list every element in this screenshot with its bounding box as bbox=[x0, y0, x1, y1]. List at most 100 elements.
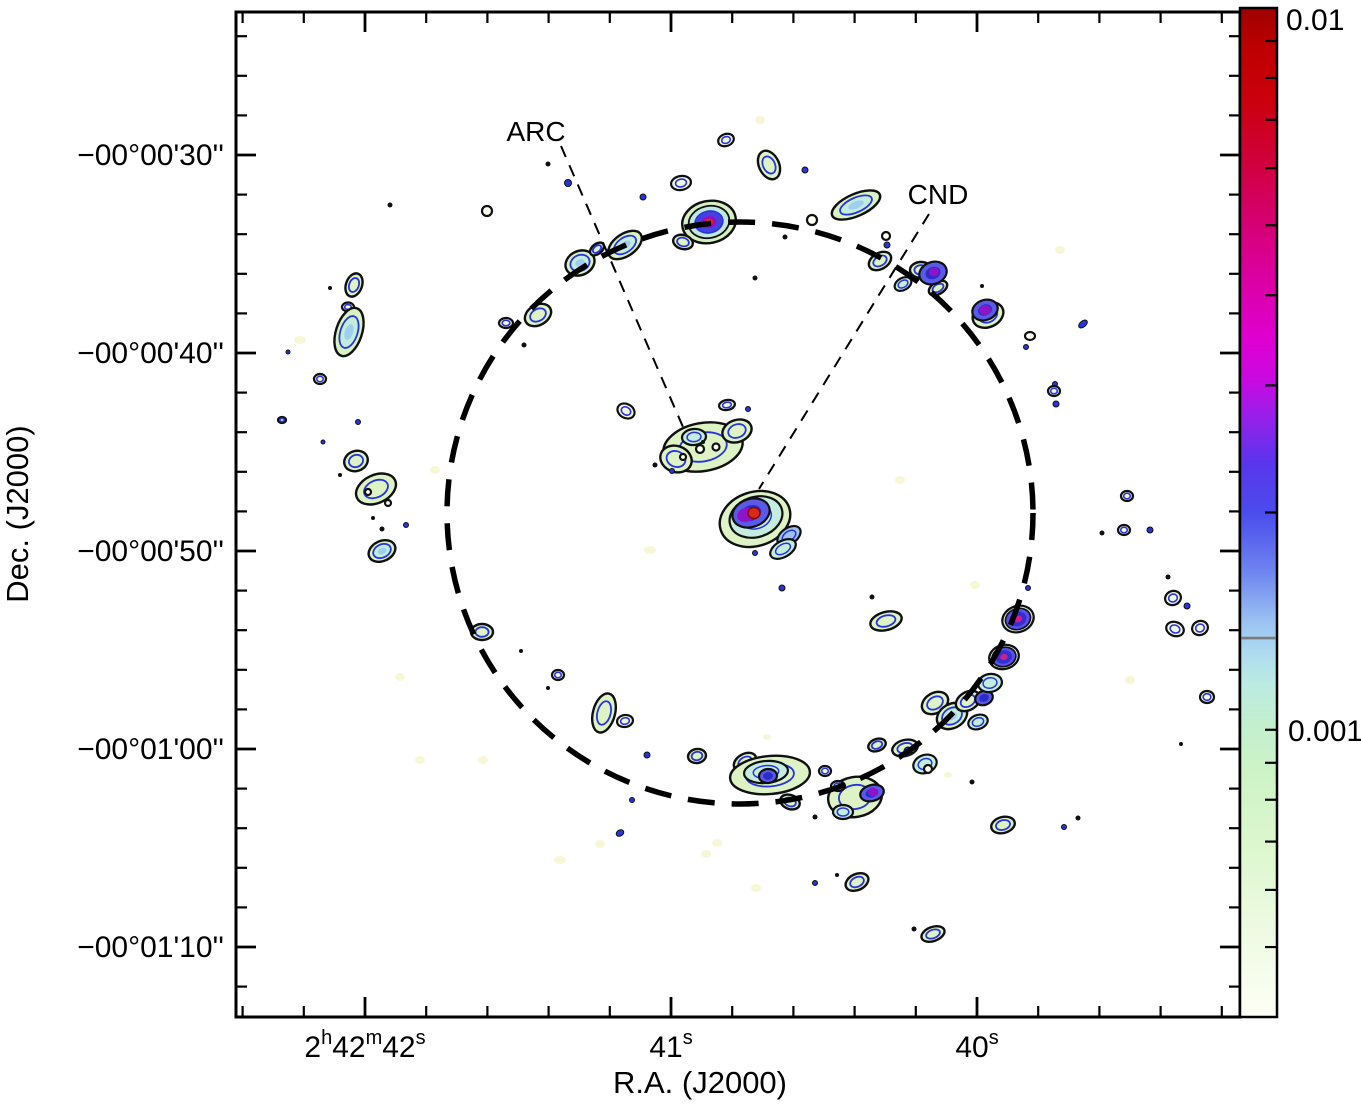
axis-tick-labels-layer: 2h42m42s 41s 40s −00°00'30'' −00°00'40'' −00°… bbox=[77, 139, 999, 1064]
emission-blob bbox=[757, 767, 779, 785]
y-tick-label: −00°01'00'' bbox=[77, 733, 224, 766]
emission-blob bbox=[1046, 384, 1062, 398]
emission-blob bbox=[880, 230, 892, 242]
emission-blob bbox=[812, 814, 818, 820]
y-tick-label: −00°00'40'' bbox=[77, 337, 224, 370]
emission-blob bbox=[801, 166, 809, 174]
emission-blob bbox=[595, 840, 605, 848]
emission-blob bbox=[403, 522, 409, 528]
emission-blob bbox=[752, 550, 758, 556]
emission-blob bbox=[967, 713, 989, 731]
emission-blob bbox=[355, 419, 361, 425]
emission-blob bbox=[1191, 619, 1209, 637]
emission-blob bbox=[751, 884, 761, 892]
arc-pointer-line bbox=[560, 145, 684, 428]
emission-blob bbox=[415, 756, 425, 764]
emission-blob bbox=[294, 336, 306, 344]
emission-blob bbox=[1125, 676, 1135, 684]
emission-blob bbox=[671, 233, 695, 251]
emission-blob bbox=[616, 402, 636, 420]
emission-blob bbox=[519, 649, 523, 653]
emission-blob bbox=[615, 713, 635, 729]
arc-label: ARC bbox=[506, 116, 565, 147]
emission-blob bbox=[643, 751, 651, 759]
emission-blob bbox=[922, 763, 934, 775]
emission-blob bbox=[644, 546, 656, 554]
emission-blob bbox=[1099, 530, 1105, 536]
emission-blob bbox=[831, 803, 855, 821]
emission-blob bbox=[354, 472, 398, 506]
emission-blob bbox=[652, 462, 658, 468]
emission-blob bbox=[1116, 523, 1132, 537]
emission-blob bbox=[920, 925, 946, 943]
y-axis-title: Dec. (J2000) bbox=[0, 425, 35, 602]
emission-blob bbox=[868, 787, 878, 797]
emission-blob bbox=[497, 316, 515, 330]
emission-blob bbox=[1078, 319, 1088, 329]
nuclear-ring-dashed-ellipse bbox=[444, 219, 1036, 807]
emission-blob bbox=[383, 498, 393, 508]
emission-blob bbox=[805, 213, 819, 227]
emission-blob bbox=[669, 468, 675, 474]
emission-blob bbox=[669, 174, 693, 192]
emission-blob bbox=[969, 779, 975, 785]
emission-blob bbox=[755, 116, 765, 124]
cnd-label: CND bbox=[908, 179, 969, 210]
emission-blob bbox=[564, 249, 596, 277]
emission-blob bbox=[686, 747, 708, 765]
emission-blob bbox=[974, 689, 994, 707]
emission-blob bbox=[912, 753, 938, 775]
emission-blob bbox=[721, 418, 753, 444]
emission-blob bbox=[1164, 589, 1182, 607]
emission-blob bbox=[680, 427, 708, 447]
emission-blob bbox=[629, 797, 635, 803]
emission-blob bbox=[363, 487, 373, 497]
emission-blob bbox=[756, 149, 782, 181]
emission-blob bbox=[980, 284, 984, 288]
emission-blob bbox=[1179, 742, 1183, 746]
emission-blob bbox=[694, 443, 706, 455]
emission-blob bbox=[379, 526, 385, 532]
emission-blob bbox=[678, 452, 688, 462]
emission-blob bbox=[911, 926, 917, 932]
emission-blob bbox=[1023, 330, 1037, 342]
emission-blob bbox=[371, 516, 375, 520]
y-tick-label: −00°00'30'' bbox=[77, 139, 224, 172]
emission-blob bbox=[521, 342, 527, 348]
emission-blob bbox=[1119, 489, 1135, 503]
emission-blob bbox=[338, 473, 342, 477]
emission-blob bbox=[844, 871, 870, 893]
emission-blob bbox=[893, 276, 913, 292]
emission-blob bbox=[745, 406, 751, 412]
emission-blob bbox=[1146, 526, 1154, 534]
emission-blob bbox=[1075, 815, 1081, 821]
emission-blob bbox=[867, 737, 887, 753]
cnd-pointer-line bbox=[758, 213, 930, 490]
emission-blob bbox=[333, 306, 365, 358]
emission-blob bbox=[944, 772, 952, 778]
emission-blob bbox=[817, 764, 833, 778]
emission-blob bbox=[639, 193, 647, 201]
emission-blob bbox=[590, 692, 618, 734]
emission-blob bbox=[276, 415, 288, 425]
emission-blob bbox=[835, 873, 839, 877]
emission-blob bbox=[545, 161, 551, 167]
x-tick-label: 40s bbox=[955, 1027, 998, 1064]
emission-blob bbox=[869, 610, 903, 632]
emission-blob bbox=[970, 581, 980, 589]
emission-blob bbox=[1052, 400, 1060, 408]
x-tick-label: 41s bbox=[649, 1027, 692, 1064]
emission-blob bbox=[769, 538, 797, 560]
emission-blob bbox=[763, 734, 771, 740]
emission-blob bbox=[1165, 574, 1171, 580]
emission-blob bbox=[320, 439, 326, 445]
emission-blob bbox=[480, 204, 494, 218]
x-tick-label: 2h42m42s bbox=[304, 1027, 425, 1064]
y-tick-label: −00°01'10'' bbox=[77, 931, 224, 964]
emission-blob bbox=[546, 686, 550, 690]
y-tick-label: −00°00'50'' bbox=[77, 535, 224, 568]
emission-blob bbox=[1198, 689, 1216, 705]
emission-blob bbox=[430, 466, 440, 474]
emission-blob bbox=[328, 286, 332, 290]
